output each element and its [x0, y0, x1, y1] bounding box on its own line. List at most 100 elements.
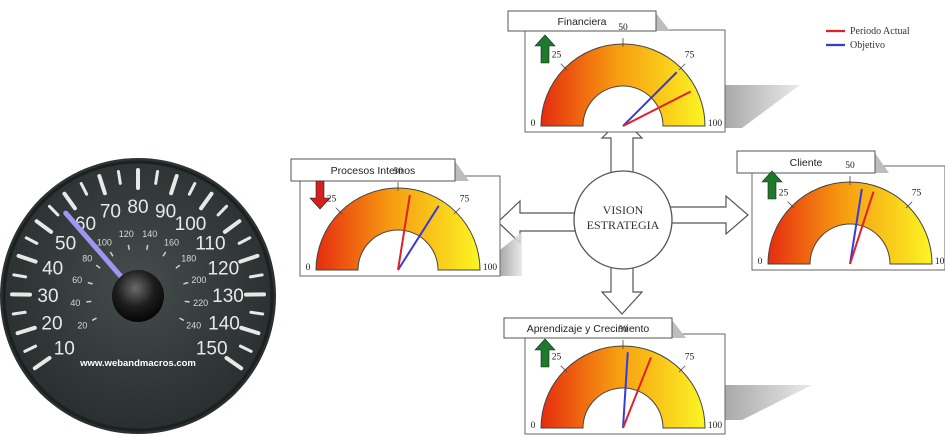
legend-objetivo-label: Objetivo: [850, 40, 885, 51]
speedometer-inner-label: 20: [77, 321, 87, 331]
speedometer-minor-tick: [249, 310, 265, 316]
speedometer-outer-label: 30: [37, 286, 58, 307]
gauge-scale-label: 0: [531, 421, 536, 431]
panel-title-shadow: [455, 161, 469, 181]
gauge-scale-label: 50: [618, 325, 628, 335]
panel-title: Cliente: [790, 157, 823, 169]
speedometer-minor-tick: [23, 344, 38, 353]
gauge-scale-label: 25: [327, 195, 337, 205]
speedometer-minor-tick: [24, 236, 39, 245]
panel-title-tab: [736, 150, 876, 174]
speedometer-inner-tick: [95, 264, 101, 269]
panel-title-tab: [503, 317, 673, 339]
gauge-scale-label: 100: [708, 421, 723, 431]
speedometer-outer-label: 100: [175, 214, 207, 235]
speedometer-major-tick: [15, 325, 37, 336]
panel-title: Procesos Internos: [331, 165, 416, 177]
speedometer-minor-tick: [116, 170, 122, 185]
gauge-scale-label: 50: [845, 161, 855, 171]
vision-circle: [573, 170, 673, 270]
speedometer-inner-label: 40: [70, 298, 80, 308]
speedometer-hub: [112, 270, 164, 322]
gauge-scale-label: 0: [531, 119, 536, 129]
speedometer-major-tick: [224, 355, 244, 371]
speedometer-inner-label: 220: [193, 298, 208, 308]
gauge-scale-label: 0: [758, 257, 763, 267]
panel-title-tab: [290, 158, 456, 182]
gauge-needle-objetivo: [622, 71, 678, 127]
panel-title: Financiera: [557, 16, 606, 28]
gauge-scale-label: 75: [685, 353, 695, 363]
speedometer-inner-tick: [162, 251, 167, 257]
panel-cliente: Cliente 0 25 50 75 100: [736, 150, 945, 271]
speedometer-outer-label: 120: [207, 258, 239, 279]
gauge-scale-label: 100: [708, 119, 723, 129]
speedometer-major-tick: [222, 219, 242, 234]
speedometer-minor-tick: [79, 182, 89, 196]
gauge-needle-objetivo: [397, 205, 440, 271]
gauge-scale-label: 50: [393, 167, 403, 177]
gauge-needle-actual: [397, 194, 411, 271]
panel-title: Aprendizaje y Crecimiento: [527, 323, 650, 335]
speedometer-inner-label: 80: [82, 254, 92, 264]
speedometer-minor-tick: [237, 236, 252, 245]
gauge-needle-actual: [849, 191, 875, 265]
legend-actual-label: Periodo Actual: [850, 26, 910, 37]
speedometer-inner-label: 100: [97, 238, 112, 248]
speedometer-minor-tick: [187, 182, 197, 196]
speedometer-inner-tick: [127, 244, 130, 250]
speedometer-outer-label: 20: [41, 314, 62, 335]
speedometer-inner-tick: [86, 300, 92, 303]
speedometer-inner-tick: [175, 264, 181, 269]
speedometer-outer-label: 70: [100, 201, 121, 222]
gauge-needle-actual: [622, 90, 692, 127]
speedometer-outer-label: 90: [155, 201, 176, 222]
vision-label-line2: ESTRATEGIA: [587, 218, 660, 232]
speedometer-rim: [2, 160, 274, 432]
gauge-scale-label: 25: [779, 189, 789, 199]
panel-title-shadow: [672, 320, 686, 338]
panel-shadow: [725, 385, 812, 420]
gauge-needle-objetivo: [622, 352, 629, 429]
speedometer-inner-tick: [179, 317, 185, 322]
gauge-tick: [560, 63, 568, 71]
speedometer-inner-tick: [183, 281, 189, 285]
arrow-down-icon: [600, 261, 644, 315]
panel-title-shadow: [656, 13, 670, 31]
speedometer-inner-label: 60: [72, 275, 82, 285]
speedometer-brand: www.webandmacros.com: [79, 358, 196, 369]
speedometer-major-tick: [238, 253, 260, 264]
gauge-arc: [315, 187, 481, 271]
speedometer-inner-tick: [146, 244, 149, 250]
gauge-panels: Financiera 0 25 50 75 100 Procesos Internos 0 25…: [290, 10, 945, 435]
legend: Periodo Actual Objetivo: [826, 26, 910, 51]
gauge-arc: [540, 345, 706, 429]
speedometer-minor-tick: [248, 273, 264, 279]
speedometer-inner-tick: [109, 251, 114, 257]
speedometer-outer-label: 80: [127, 197, 148, 218]
gauge-scale-label: 0: [306, 263, 311, 273]
speedometer-major-tick: [16, 253, 38, 264]
gauge-tick: [560, 365, 568, 373]
gauge-scale-label: 50: [618, 23, 628, 33]
speedometer-inner-label: 140: [142, 229, 157, 239]
gauge-tick: [905, 201, 913, 209]
gauge-scale-label: 75: [460, 195, 470, 205]
speedometer-minor-tick: [216, 204, 229, 217]
speedometer-inner-tick: [87, 281, 93, 285]
gauge-arc: [767, 181, 933, 265]
speedometer-outer-label: 10: [54, 339, 75, 360]
gauge-scale-label: 75: [685, 51, 695, 61]
speedometer-outer-label: 150: [196, 339, 228, 360]
speedometer-outer-label: 140: [208, 314, 240, 335]
speedometer-minor-tick: [12, 273, 28, 279]
panel-shadow: [725, 85, 800, 128]
panel-title-shadow: [875, 153, 889, 173]
speedometer-inner-label: 200: [191, 275, 206, 285]
speedometer-inner-label: 160: [164, 238, 179, 248]
speedometer-major-tick: [32, 355, 52, 371]
speedometer-outer-label: 40: [42, 258, 63, 279]
